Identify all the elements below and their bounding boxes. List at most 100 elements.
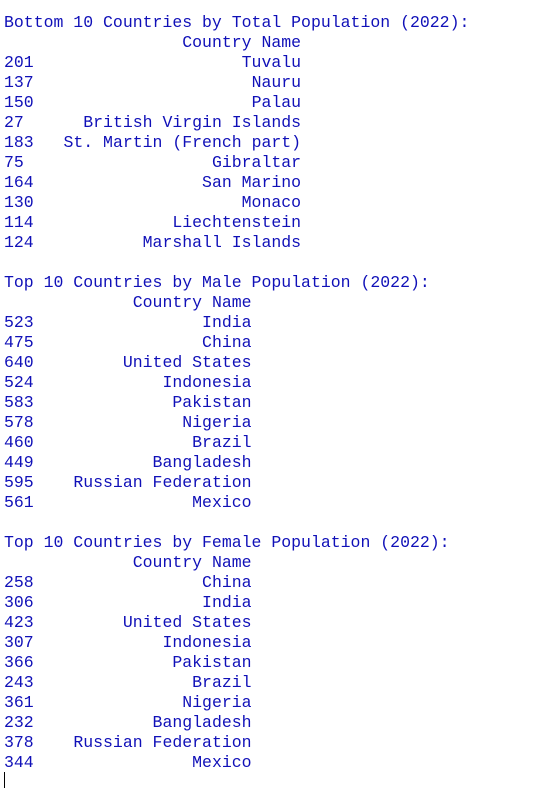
row-index: 130 bbox=[4, 193, 34, 212]
table-row: 561 Mexico bbox=[4, 493, 469, 513]
row-index: 561 bbox=[4, 493, 34, 512]
row-country-name: Pakistan bbox=[172, 653, 252, 672]
column-header-text: Country Name bbox=[132, 293, 252, 312]
row-index: 201 bbox=[4, 53, 34, 72]
row-country-name: Brazil bbox=[192, 673, 252, 692]
table-row: 306 India bbox=[4, 593, 469, 613]
table-row: 201 Tuvalu bbox=[4, 53, 469, 73]
table-row: 524 Indonesia bbox=[4, 373, 469, 393]
row-country-name: United States bbox=[122, 353, 252, 372]
row-index: 27 bbox=[4, 113, 24, 132]
table-row: 307 Indonesia bbox=[4, 633, 469, 653]
row-country-name: Gibraltar bbox=[211, 153, 302, 172]
section-title: Top 10 Countries by Male Population (202… bbox=[4, 273, 469, 293]
table-row: 27 British Virgin Islands bbox=[4, 113, 469, 133]
row-country-name: Nigeria bbox=[182, 413, 252, 432]
row-country-name: India bbox=[202, 593, 252, 612]
row-index: 232 bbox=[4, 713, 34, 732]
row-index: 366 bbox=[4, 653, 34, 672]
row-index: 150 bbox=[4, 93, 34, 112]
table-row: 124 Marshall Islands bbox=[4, 233, 469, 253]
table-row: 137 Nauru bbox=[4, 73, 469, 93]
blank-line bbox=[4, 513, 469, 533]
row-country-name: United States bbox=[122, 613, 252, 632]
row-index: 361 bbox=[4, 693, 34, 712]
table-row: 150 Palau bbox=[4, 93, 469, 113]
section-title: Bottom 10 Countries by Total Population … bbox=[4, 13, 469, 33]
column-header: Country Name bbox=[4, 553, 469, 573]
table-row: 183 St. Martin (French part) bbox=[4, 133, 469, 153]
table-row: 640 United States bbox=[4, 353, 469, 373]
table-row: 366 Pakistan bbox=[4, 653, 469, 673]
row-country-name: Liechtenstein bbox=[172, 213, 302, 232]
row-index: 524 bbox=[4, 373, 34, 392]
row-country-name: Marshall Islands bbox=[142, 233, 302, 252]
row-country-name: China bbox=[202, 333, 252, 352]
section-title: Top 10 Countries by Female Population (2… bbox=[4, 533, 469, 553]
table-row: 258 China bbox=[4, 573, 469, 593]
row-country-name: San Marino bbox=[202, 173, 302, 192]
table-row: 361 Nigeria bbox=[4, 693, 469, 713]
row-country-name: Brazil bbox=[192, 433, 252, 452]
row-country-name: Bangladesh bbox=[152, 713, 252, 732]
table-row: 475 China bbox=[4, 333, 469, 353]
table-row: 164 San Marino bbox=[4, 173, 469, 193]
row-index: 307 bbox=[4, 633, 34, 652]
row-index: 523 bbox=[4, 313, 34, 332]
row-country-name: Mexico bbox=[192, 753, 252, 772]
column-header-text: Country Name bbox=[132, 553, 252, 572]
section-title-text: Bottom 10 Countries by Total Population … bbox=[4, 13, 470, 32]
row-country-name: Nigeria bbox=[182, 693, 252, 712]
row-index: 583 bbox=[4, 393, 34, 412]
table-row: 523 India bbox=[4, 313, 469, 333]
row-index: 124 bbox=[4, 233, 34, 252]
blank-line bbox=[4, 253, 469, 273]
row-country-name: Monaco bbox=[241, 193, 302, 212]
row-index: 137 bbox=[4, 73, 34, 92]
row-country-name: Mexico bbox=[192, 493, 252, 512]
table-row: 243 Brazil bbox=[4, 673, 469, 693]
row-index: 449 bbox=[4, 453, 34, 472]
table-row: 460 Brazil bbox=[4, 433, 469, 453]
section-title-text: Top 10 Countries by Male Population (202… bbox=[4, 273, 430, 292]
table-row: 130 Monaco bbox=[4, 193, 469, 213]
row-index: 164 bbox=[4, 173, 34, 192]
row-country-name: St. Martin (French part) bbox=[63, 133, 302, 152]
row-index: 344 bbox=[4, 753, 34, 772]
table-row: 344 Mexico bbox=[4, 753, 469, 773]
console-output: Bottom 10 Countries by Total Population … bbox=[4, 13, 469, 773]
row-index: 183 bbox=[4, 133, 34, 152]
row-country-name: Indonesia bbox=[162, 633, 252, 652]
column-header: Country Name bbox=[4, 293, 469, 313]
table-row: 232 Bangladesh bbox=[4, 713, 469, 733]
table-row: 75 Gibraltar bbox=[4, 153, 469, 173]
row-index: 578 bbox=[4, 413, 34, 432]
table-row: 449 Bangladesh bbox=[4, 453, 469, 473]
table-row: 578 Nigeria bbox=[4, 413, 469, 433]
row-index: 258 bbox=[4, 573, 34, 592]
row-index: 640 bbox=[4, 353, 34, 372]
row-index: 114 bbox=[4, 213, 34, 232]
row-index: 243 bbox=[4, 673, 34, 692]
table-row: 114 Liechtenstein bbox=[4, 213, 469, 233]
row-country-name: China bbox=[202, 573, 252, 592]
row-country-name: Russian Federation bbox=[73, 733, 252, 752]
table-row: 423 United States bbox=[4, 613, 469, 633]
row-index: 423 bbox=[4, 613, 34, 632]
text-cursor bbox=[4, 772, 5, 788]
row-country-name: Russian Federation bbox=[73, 473, 252, 492]
row-country-name: Palau bbox=[251, 93, 302, 112]
row-index: 460 bbox=[4, 433, 34, 452]
row-index: 75 bbox=[4, 153, 24, 172]
table-row: 583 Pakistan bbox=[4, 393, 469, 413]
row-index: 306 bbox=[4, 593, 34, 612]
column-header-text: Country Name bbox=[182, 33, 302, 52]
row-index: 475 bbox=[4, 333, 34, 352]
row-country-name: Tuvalu bbox=[241, 53, 302, 72]
row-country-name: Bangladesh bbox=[152, 453, 252, 472]
row-country-name: Pakistan bbox=[172, 393, 252, 412]
row-index: 378 bbox=[4, 733, 34, 752]
table-row: 378 Russian Federation bbox=[4, 733, 469, 753]
row-country-name: Nauru bbox=[251, 73, 302, 92]
column-header: Country Name bbox=[4, 33, 469, 53]
